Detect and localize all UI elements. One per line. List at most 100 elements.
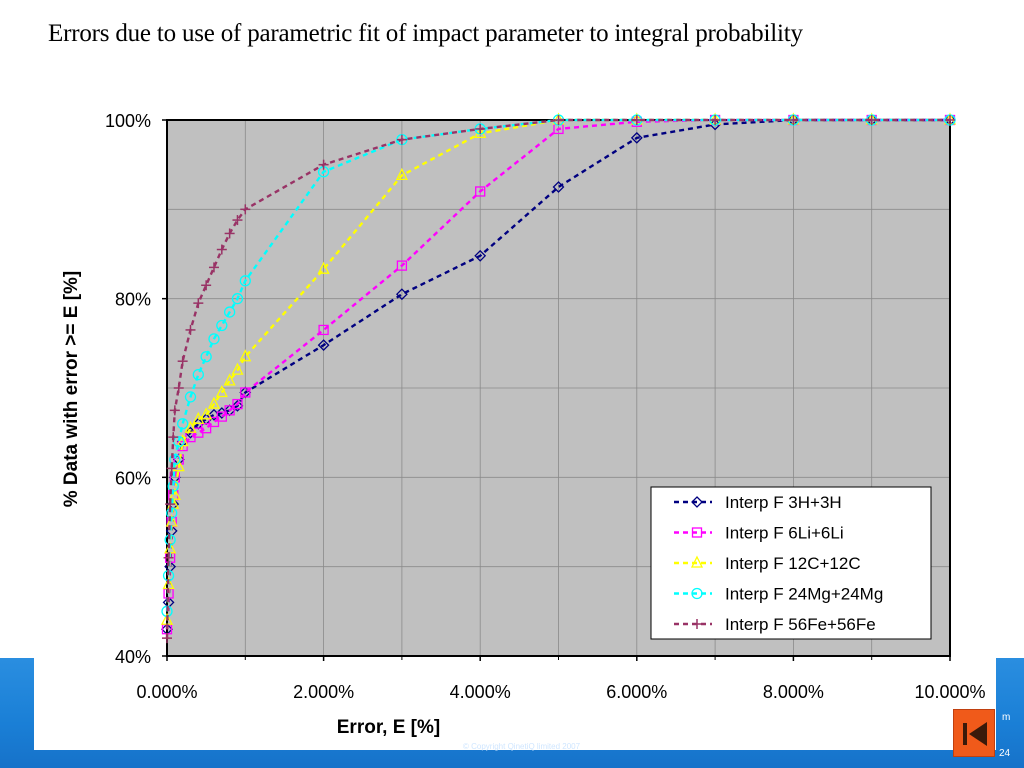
data-point [216, 411, 227, 422]
data-point [239, 275, 251, 287]
data-point [163, 552, 174, 563]
data-point [232, 215, 243, 226]
data-point [631, 115, 642, 125]
data-point [201, 280, 212, 291]
y-tick-label: 60% [115, 468, 151, 488]
data-point [788, 115, 799, 125]
series-line [165, 118, 950, 621]
data-point [866, 115, 877, 125]
legend-marker [690, 555, 704, 568]
data-point [553, 115, 564, 125]
data-point [239, 349, 252, 362]
legend: Interp F 3H+3H Interp F 6Li+6Li Interp F 1… [650, 486, 932, 640]
data-point [216, 319, 228, 332]
data-point [200, 423, 212, 434]
previous-slide-button[interactable] [953, 709, 995, 757]
x-tick-label: 10.000% [914, 682, 985, 702]
data-point [223, 373, 236, 386]
data-point [318, 324, 329, 336]
legend-marker [692, 619, 702, 629]
series-line [165, 118, 950, 630]
x-tick-label: 4.000% [450, 682, 511, 702]
back-to-start-icon [963, 722, 987, 746]
legend-label: Interp F 3H+3H [725, 493, 842, 512]
data-point [184, 391, 197, 403]
data-point [185, 324, 196, 335]
data-point [318, 159, 329, 170]
data-point [200, 407, 213, 420]
data-point [231, 399, 244, 412]
legend-entry: Interp F 6Li+6Li [674, 524, 844, 543]
data-point [224, 228, 235, 239]
data-point [193, 298, 204, 309]
footer-white-panel [34, 658, 996, 750]
y-axis-label: % Data with error >= E [%] [61, 271, 82, 508]
data-point [200, 351, 212, 363]
data-point [630, 131, 643, 144]
data-point [207, 396, 221, 409]
legend-box [650, 486, 932, 640]
data-point [552, 181, 565, 193]
data-point [166, 463, 177, 474]
data-point [173, 383, 184, 393]
legend-marker [691, 496, 703, 508]
series-layer [160, 112, 957, 644]
data-point [395, 167, 408, 181]
data-point [396, 260, 408, 271]
data-point [177, 418, 189, 430]
data-point [231, 362, 244, 375]
data-point [192, 368, 204, 381]
data-point [240, 204, 251, 215]
x-tick-label: 2.000% [293, 682, 354, 702]
data-point [474, 249, 487, 262]
data-point [177, 356, 188, 367]
data-point [216, 244, 227, 255]
data-point [162, 633, 172, 644]
x-tick-label: 8.000% [763, 682, 824, 702]
data-point [208, 333, 220, 345]
data-point [474, 125, 487, 139]
copyright-text: © Copyright QinetiQ limited 2007 [463, 742, 581, 751]
data-point [475, 186, 486, 197]
side-text: m [1002, 712, 1011, 723]
data-point [232, 398, 243, 410]
page-number: 24 [999, 748, 1011, 759]
data-point [215, 385, 228, 398]
data-point [168, 432, 179, 443]
y-tick-label: 100% [105, 111, 151, 131]
x-tick-label: 6.000% [606, 682, 667, 702]
data-point [317, 261, 330, 274]
data-point [240, 387, 251, 398]
data-point [169, 405, 180, 416]
data-point [710, 115, 721, 125]
legend-entry: Interp F 12C+12C [674, 554, 861, 573]
data-point [169, 453, 181, 466]
data-point [208, 416, 220, 428]
data-point [167, 480, 179, 492]
y-tick-label: 80% [115, 290, 151, 310]
data-point [165, 499, 176, 510]
data-point [224, 405, 235, 416]
x-axis-label: Error, E [%] [337, 717, 440, 738]
x-tick-label: 0.000% [136, 682, 197, 702]
legend-label: Interp F 56Fe+56Fe [725, 615, 876, 634]
data-point [317, 339, 330, 352]
data-point [208, 262, 219, 273]
legend-entry: Interp F 24Mg+24Mg [674, 585, 883, 604]
data-point [231, 293, 244, 305]
legend-label: Interp F 12C+12C [725, 554, 861, 573]
legend-label: Interp F 6Li+6Li [725, 524, 844, 543]
legend-entry: Interp F 3H+3H [674, 493, 842, 512]
data-point [223, 306, 236, 318]
data-point [166, 507, 178, 519]
data-point [395, 288, 408, 301]
y-tick-label: 40% [115, 647, 151, 667]
slide-title: Errors due to use of parametric fit of i… [48, 20, 803, 47]
series-4 [162, 115, 955, 644]
data-point [172, 459, 185, 472]
legend-marker [691, 587, 703, 600]
legend-label: Interp F 24Mg+24Mg [725, 585, 883, 604]
data-point [475, 123, 486, 134]
data-point [396, 134, 407, 145]
